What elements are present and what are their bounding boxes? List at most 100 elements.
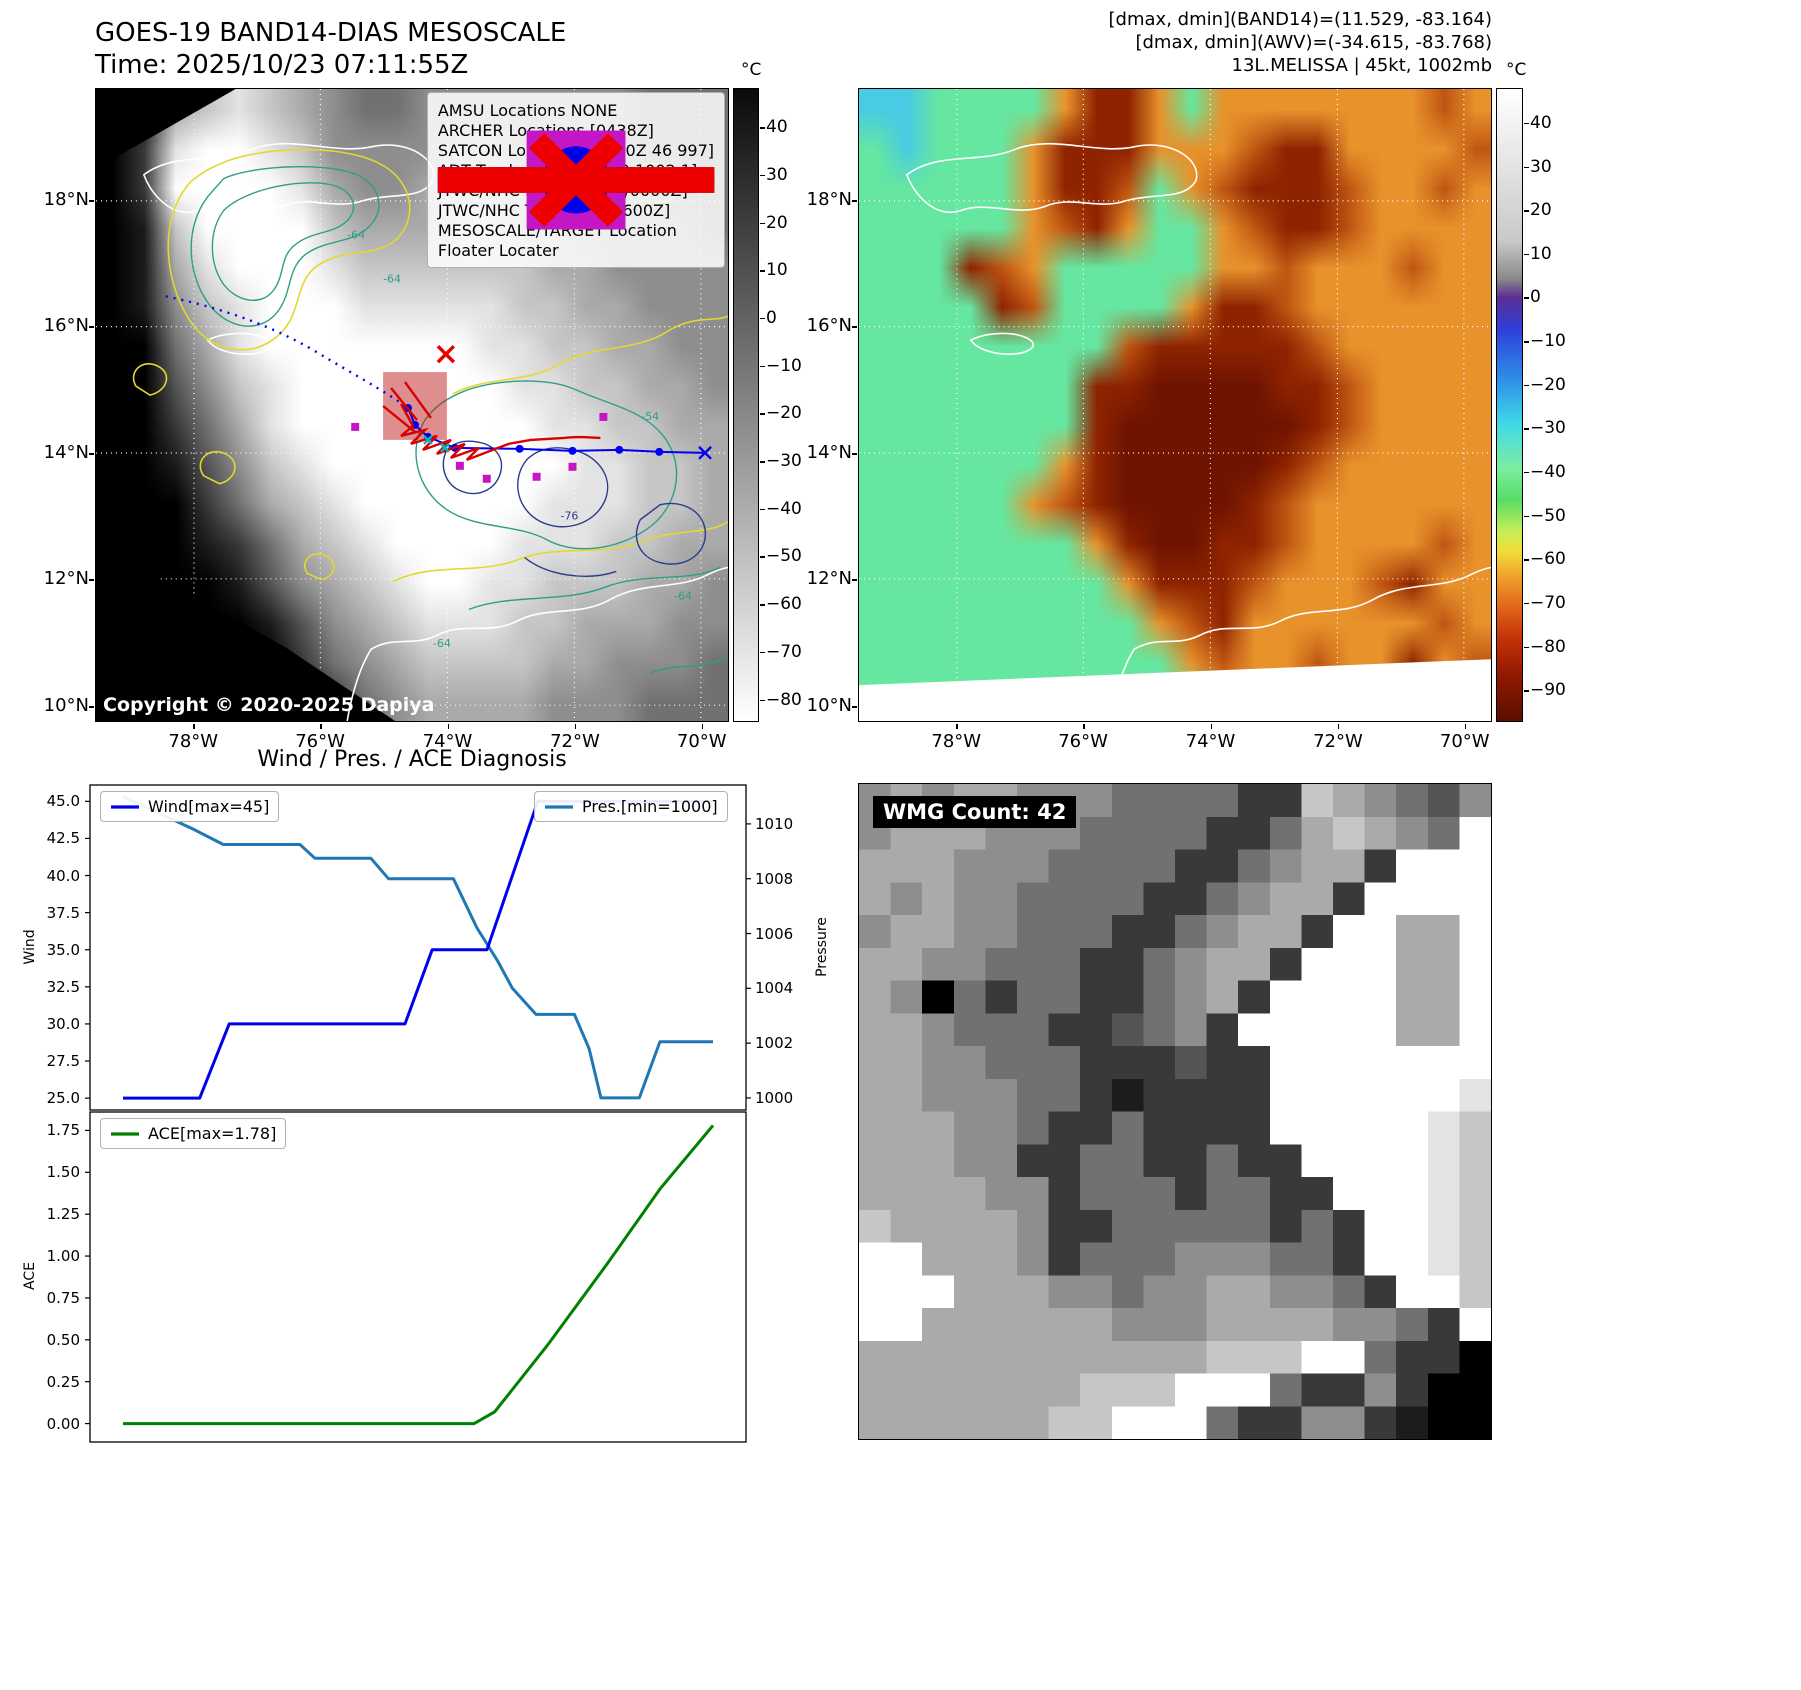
lon-tick-label: 70°W — [1439, 731, 1490, 752]
colorbar-tick-label: −10 — [1530, 331, 1566, 352]
colorbar-tick-mark — [1524, 384, 1529, 387]
colorbar-tick-mark — [760, 365, 765, 368]
colorbar-tick-mark — [760, 556, 765, 558]
lon-tick-mark — [574, 723, 577, 729]
wind-pressure-series-0 — [122, 795, 713, 1100]
colorbar-tick-label: 40 — [766, 117, 788, 138]
contour-yellow — [199, 451, 236, 485]
colorbar-tick-label: −60 — [766, 594, 802, 615]
colorbar-tick-mark — [760, 651, 765, 654]
colorbar-tick-label: −90 — [1530, 680, 1566, 701]
colorbar-tick-label: −50 — [1530, 505, 1566, 526]
band14-map-panel: -64 -64 -54 -76 -64 -64 AMSU Locations NONE AR… — [95, 88, 729, 722]
colorbar-tick-mark — [1524, 428, 1529, 430]
lon-tick-label: 72°W — [550, 731, 600, 752]
colorbar-tick-label: −60 — [1530, 549, 1566, 570]
legend-item-label: Floater Locater — [437, 240, 559, 260]
chart-y-axis-label: ACE — [22, 1262, 38, 1290]
chart-left-tick-label: 1.25 — [46, 1205, 80, 1224]
chart-legend: Pres.[min=1000] — [534, 791, 728, 822]
band14-colorbar-unit: °C — [741, 60, 762, 80]
colorbar-tick-label: −20 — [1530, 374, 1566, 395]
wmg-count-label: WMG Count: 42 — [873, 796, 1077, 828]
colorbar-tick-label: −80 — [766, 689, 802, 710]
colorbar-tick-mark — [1524, 122, 1529, 125]
colorbar-tick-mark — [1524, 690, 1529, 692]
chart-right-tick-label: 1002 — [755, 1034, 794, 1053]
colorbar-tick-label: 0 — [766, 307, 777, 328]
contour-navy — [442, 440, 503, 495]
chart-legend-label: ACE[max=1.78] — [148, 1124, 277, 1143]
legend-line-icon — [111, 1131, 139, 1136]
chart-left-tick-label: 40.0 — [46, 866, 80, 885]
lat-tick-mark — [851, 706, 857, 708]
lat-tick-mark — [88, 579, 94, 581]
lat-tick-label: 16°N — [43, 315, 89, 337]
contour-yellow — [132, 363, 168, 396]
colorbar-tick-label: −70 — [1530, 592, 1566, 613]
contour-yellow — [304, 553, 335, 581]
colorbar-tick-mark — [1524, 515, 1529, 518]
colorbar-tick-label: −40 — [766, 498, 802, 519]
lon-tick-label: 78°W — [931, 731, 982, 752]
chart-left-tick-label: 0.75 — [46, 1288, 80, 1307]
contour-value-label: -64 — [383, 272, 401, 285]
contour-value-label: -64 — [433, 637, 451, 650]
lat-tick-mark — [851, 453, 857, 455]
south-america-coastline — [1109, 566, 1491, 721]
chart-right-tick-label: 1006 — [755, 924, 794, 943]
colorbar-tick-label: −20 — [766, 403, 802, 424]
map-legend: AMSU Locations NONE ARCHER Locations [043… — [426, 92, 725, 268]
lat-tick-mark — [88, 706, 94, 708]
contour-labels: -64 -64 -54 -76 -64 -64 — [347, 229, 692, 651]
colorbar-tick-mark — [1524, 297, 1529, 299]
contour-yellow — [452, 315, 728, 395]
awv-header: [dmax, dmin](BAND14)=(11.529, -83.164) [… — [1109, 8, 1492, 77]
awv-overlay — [859, 89, 1491, 721]
lon-tick-mark — [1464, 723, 1467, 729]
lon-tick-mark — [701, 723, 704, 729]
chart-left-tick-label: 0.25 — [46, 1372, 80, 1391]
band14-title: GOES-19 BAND14-DIAS MESOSCALE — [95, 18, 567, 48]
lon-tick-label: 78°W — [168, 731, 219, 752]
lat-tick-mark — [851, 200, 857, 202]
chart-y-axis-label: Wind — [22, 928, 38, 965]
south-america-coastline — [346, 566, 728, 721]
chart-legend-label: Pres.[min=1000] — [582, 797, 718, 816]
ace-series-0 — [123, 1124, 715, 1426]
band14-timestamp: Time: 2025/10/23 07:11:55Z — [95, 50, 469, 80]
lat-tick-label: 10°N — [43, 695, 89, 717]
colorbar-tick-mark — [1524, 646, 1529, 648]
contour-yellow — [392, 520, 728, 583]
band14-overlay: -64 -64 -54 -76 -64 -64 — [96, 89, 728, 721]
awv-colorbar-unit: °C — [1506, 60, 1527, 80]
colorbar-tick-mark — [760, 604, 765, 606]
chart-left-tick-label: 32.5 — [46, 977, 80, 996]
contour-te​al — [649, 658, 725, 674]
chart-left-tick-label: 45.0 — [46, 792, 80, 811]
band14-colorbar — [733, 88, 759, 722]
colorbar-tick-mark — [760, 222, 765, 225]
contour-teal — [468, 566, 721, 611]
contour-value-label: -76 — [561, 510, 579, 523]
contour-value-label: -54 — [641, 410, 659, 423]
colorbar-tick-label: −70 — [766, 641, 802, 662]
jamaica-coastline — [206, 332, 271, 355]
legend-line-icon — [545, 804, 573, 809]
lon-tick-label: 76°W — [295, 731, 345, 752]
contour-teal — [211, 182, 355, 302]
legend-line-icon — [111, 804, 139, 809]
contour-teal — [190, 165, 380, 327]
colorbar-tick-mark — [760, 270, 765, 272]
copyright-text: Copyright © 2020-2025 Dapiya — [103, 694, 435, 716]
chart-left-tick-label: 37.5 — [46, 903, 80, 922]
colorbar-tick-mark — [760, 127, 765, 129]
chart-left-tick-label: 0.50 — [46, 1330, 80, 1349]
dmax-dmin-awv-line: [dmax, dmin](AWV)=(-34.615, -83.768) — [1135, 32, 1492, 53]
lon-tick-mark — [320, 723, 322, 729]
lon-tick-mark — [1210, 723, 1212, 729]
colorbar-tick-mark — [1524, 341, 1529, 343]
colorbar-tick-label: −30 — [766, 451, 802, 472]
hispaniola-coastline — [142, 142, 435, 214]
lon-tick-label: 74°W — [422, 731, 473, 752]
